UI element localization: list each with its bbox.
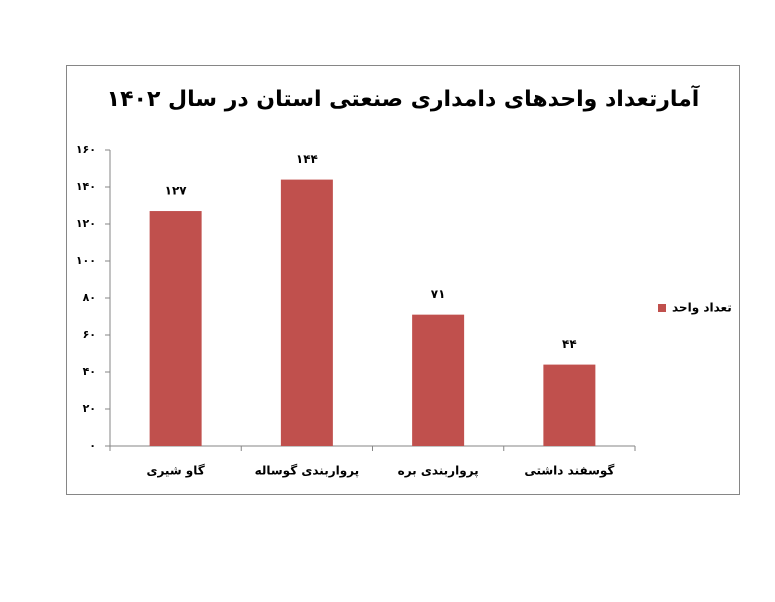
y-tick-label: ۰: [89, 439, 96, 452]
y-tick-label: ۴۰: [83, 365, 96, 378]
bar: [543, 364, 596, 446]
data-label: ۷۱: [431, 287, 446, 301]
y-tick-label: ۱۴۰: [76, 180, 96, 193]
bar: [149, 211, 202, 446]
data-label: ۱۴۴: [296, 152, 318, 166]
legend-swatch: [658, 304, 666, 312]
x-tick-label: گاو شیری: [146, 464, 204, 479]
bar: [280, 179, 333, 446]
data-label: ۴۴: [562, 337, 577, 351]
x-tick-label: پرواربندی بره: [398, 464, 479, 479]
x-tick-label: گوسفند داشتی: [524, 464, 614, 479]
y-tick-label: ۱۶۰: [76, 143, 96, 156]
y-tick-label: ۱۰۰: [76, 254, 96, 267]
y-tick-label: ۲۰: [83, 402, 96, 415]
data-label: ۱۲۷: [165, 184, 188, 198]
y-tick-label: ۶۰: [83, 328, 96, 341]
legend-label: تعداد واحد: [672, 301, 732, 316]
y-tick-label: ۱۲۰: [76, 217, 96, 230]
chart-title: آمارتعداد واحدهای دامداری صنعتی استان در…: [107, 84, 700, 112]
x-tick-label: پرواربندی گوساله: [255, 464, 360, 479]
bar: [412, 314, 465, 446]
y-tick-label: ۸۰: [83, 291, 96, 304]
